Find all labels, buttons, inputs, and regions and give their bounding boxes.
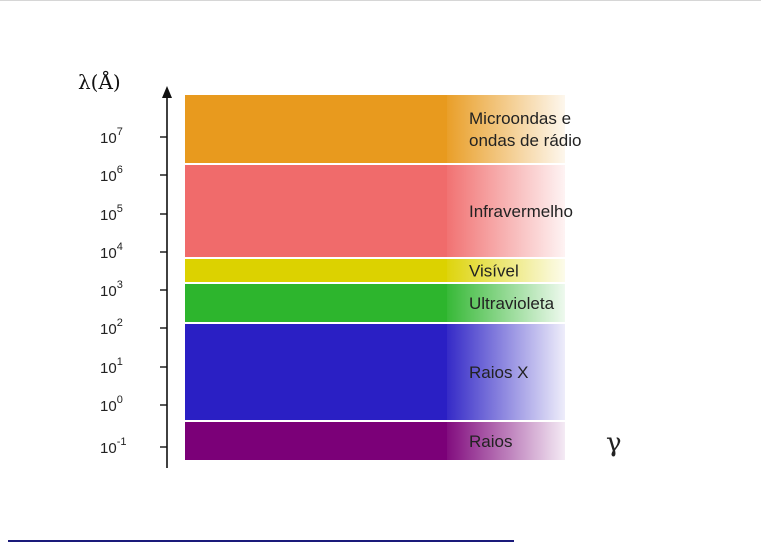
band-fade-4 [447, 324, 565, 420]
top-divider [0, 0, 761, 1]
band-label-0: Microondas e ondas de rádio [469, 109, 581, 150]
band-label-2: Visível [469, 262, 519, 281]
tick-label-2: 105 [100, 203, 123, 224]
band-solid-3 [185, 284, 447, 322]
y-axis-label: λ(Å) [78, 70, 121, 94]
band-solid-4 [185, 324, 447, 420]
bottom-divider [8, 540, 514, 542]
tick-label-3: 104 [100, 241, 123, 262]
tick-label-1: 106 [100, 164, 123, 185]
band-label-5: Raios [469, 432, 512, 451]
band-label-3: Ultravioleta [469, 294, 555, 313]
band-fade-3 [447, 284, 565, 322]
band-fade-2 [447, 259, 565, 282]
band-solid-5 [185, 422, 447, 460]
band-fade-0 [447, 95, 565, 163]
band-solid-1 [185, 165, 447, 257]
tick-label-7: 100 [100, 394, 123, 415]
band-label-1: Infravermelho [469, 202, 573, 221]
tick-label-8: 10-1 [100, 436, 126, 457]
tick-label-5: 102 [100, 317, 123, 338]
band-solid-2 [185, 259, 447, 282]
tick-label-0: 107 [100, 126, 123, 147]
band-solid-0 [185, 95, 447, 163]
band-fade-5 [447, 422, 565, 460]
band-fade-1 [447, 165, 565, 257]
y-axis-arrow [162, 86, 172, 98]
tick-label-4: 103 [100, 279, 123, 300]
gamma-symbol: γ [606, 428, 622, 458]
band-label-4: Raios X [469, 363, 529, 382]
tick-label-6: 101 [100, 356, 123, 377]
